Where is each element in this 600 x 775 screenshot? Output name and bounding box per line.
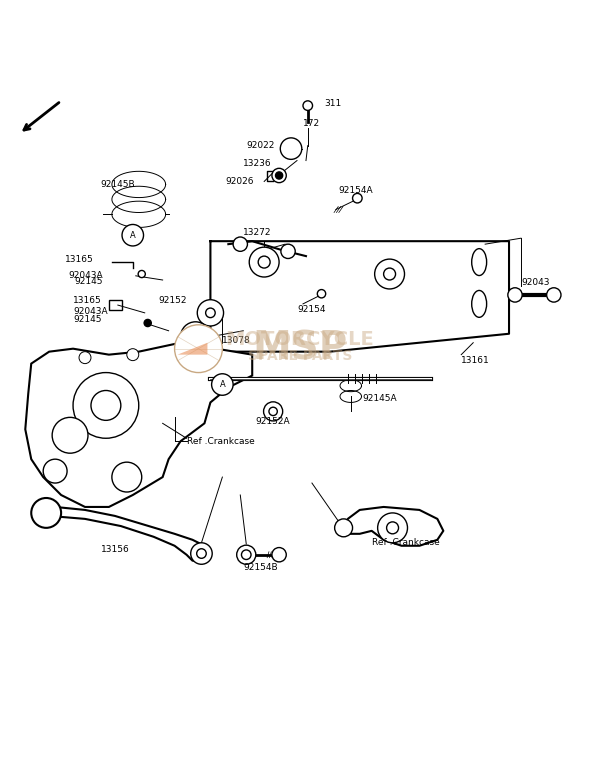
Text: 92145B: 92145B	[100, 180, 134, 189]
Text: 13156: 13156	[100, 546, 129, 554]
Text: Ref .Crankcase: Ref .Crankcase	[187, 437, 254, 446]
Circle shape	[127, 349, 139, 360]
Circle shape	[335, 519, 353, 537]
Text: 92154B: 92154B	[244, 563, 278, 573]
Circle shape	[233, 237, 247, 251]
Circle shape	[73, 373, 139, 439]
Circle shape	[193, 355, 205, 367]
Circle shape	[197, 549, 206, 558]
Circle shape	[191, 542, 212, 564]
Text: 13236: 13236	[243, 159, 272, 168]
Text: A: A	[130, 231, 136, 239]
Circle shape	[43, 459, 67, 483]
Circle shape	[317, 290, 326, 298]
Text: SPARE PARTS: SPARE PARTS	[248, 349, 352, 363]
Text: 13272: 13272	[243, 228, 272, 236]
Circle shape	[197, 300, 224, 326]
Circle shape	[353, 194, 362, 203]
Circle shape	[263, 401, 283, 421]
Text: 92154A: 92154A	[339, 186, 373, 195]
Circle shape	[91, 391, 121, 420]
Circle shape	[386, 522, 398, 534]
Circle shape	[181, 322, 211, 352]
Text: A: A	[220, 380, 225, 389]
Text: 92145: 92145	[73, 315, 101, 324]
Polygon shape	[178, 343, 208, 355]
Text: 92152: 92152	[158, 296, 187, 305]
Text: MSP: MSP	[253, 329, 347, 367]
Bar	[109, 300, 122, 310]
Text: 92043A: 92043A	[73, 307, 107, 316]
Circle shape	[374, 259, 404, 289]
Circle shape	[303, 101, 313, 110]
Text: 13161: 13161	[461, 356, 490, 365]
Circle shape	[138, 270, 145, 277]
Circle shape	[258, 256, 270, 268]
Circle shape	[272, 168, 286, 183]
Circle shape	[190, 331, 202, 343]
Text: 92043: 92043	[521, 278, 550, 288]
Text: 13165: 13165	[73, 296, 102, 305]
Text: 13165: 13165	[65, 255, 94, 264]
Circle shape	[52, 418, 88, 453]
Text: MOTORCYCLE: MOTORCYCLE	[226, 329, 374, 349]
Circle shape	[508, 288, 522, 302]
Text: 92043A: 92043A	[68, 270, 103, 280]
Circle shape	[275, 172, 283, 179]
Text: 92145: 92145	[74, 277, 103, 286]
Circle shape	[79, 352, 91, 363]
Text: 92154: 92154	[297, 305, 326, 315]
Text: 13078: 13078	[223, 336, 251, 346]
Circle shape	[206, 308, 215, 318]
Circle shape	[122, 225, 143, 246]
Circle shape	[241, 550, 251, 560]
Circle shape	[212, 374, 233, 395]
Text: 172: 172	[303, 119, 320, 128]
Circle shape	[280, 138, 302, 160]
Circle shape	[269, 407, 277, 415]
Circle shape	[144, 319, 151, 326]
Text: 92152A: 92152A	[256, 417, 290, 426]
Text: 92022: 92022	[246, 141, 275, 150]
Circle shape	[547, 288, 561, 302]
Circle shape	[377, 513, 407, 542]
Circle shape	[249, 247, 279, 277]
Text: 311: 311	[324, 99, 341, 109]
Circle shape	[112, 462, 142, 492]
Circle shape	[236, 545, 256, 564]
Circle shape	[175, 325, 223, 373]
Text: 92145A: 92145A	[363, 394, 397, 403]
Text: Ref .Crankcase: Ref .Crankcase	[371, 539, 439, 547]
Ellipse shape	[472, 249, 487, 276]
Circle shape	[272, 548, 286, 562]
Ellipse shape	[472, 291, 487, 317]
Polygon shape	[25, 343, 252, 507]
Circle shape	[281, 244, 295, 259]
Circle shape	[383, 268, 395, 280]
Text: 92026: 92026	[226, 177, 254, 186]
Circle shape	[31, 498, 61, 528]
